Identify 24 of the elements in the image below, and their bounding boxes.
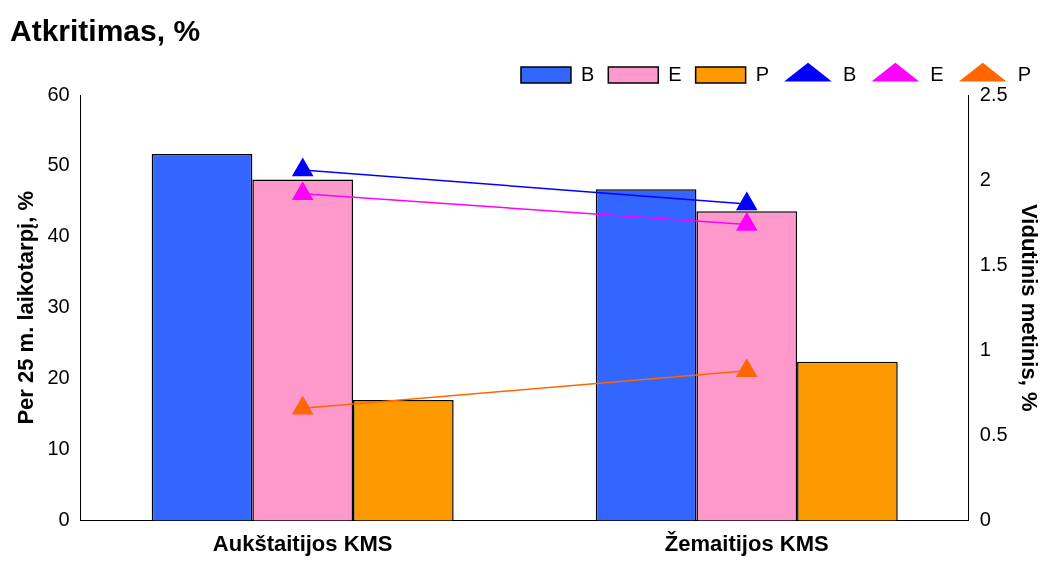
y-tick-label: 40 [47, 224, 70, 247]
y2-tick-label: 1 [979, 337, 991, 360]
legend-label: P [755, 62, 769, 85]
legend-label: B [580, 62, 595, 85]
legend-label: E [930, 62, 944, 85]
y-tick-label: 30 [47, 295, 70, 318]
y2-tick-label: 1.5 [979, 252, 1008, 275]
legend-label: B [842, 62, 857, 85]
y2-axis-title: Vidutinis metinis, % [1016, 204, 1042, 412]
y-axis-title: Per 25 m. laikotarpį, % [13, 191, 39, 425]
x-tick-label: Aukštaitijos KMS [212, 530, 393, 556]
y2-tick-label: 2.5 [979, 82, 1008, 105]
y2-tick-label: 0.5 [979, 423, 1008, 445]
chart-title: Atkritimas, % [10, 14, 201, 48]
y-tick-label: 60 [47, 82, 70, 105]
legend-label: E [668, 62, 682, 85]
x-tick-label: Žemaitijos KMS [664, 530, 829, 556]
y-tick-label: 0 [58, 508, 70, 531]
y2-tick-label: 2 [979, 167, 991, 190]
legend-label: P [1017, 62, 1031, 85]
y2-tick-label: 0 [979, 508, 991, 531]
y-tick-label: 10 [47, 437, 70, 460]
y-tick-label: 20 [47, 366, 70, 389]
y-tick-label: 50 [47, 153, 70, 176]
